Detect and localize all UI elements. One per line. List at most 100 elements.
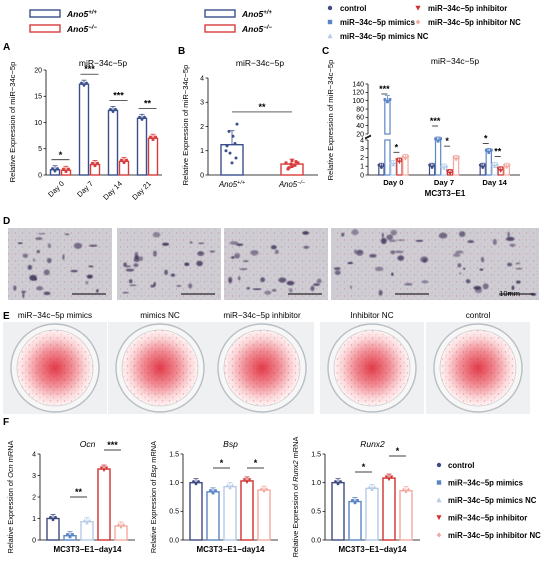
well-label: miR−34c−5p mimics: [18, 311, 92, 320]
data-point: [209, 489, 212, 493]
bar: [147, 137, 159, 176]
legend-label: miR−34c−5p mimics: [448, 479, 524, 488]
y-tick-label: 20: [356, 131, 364, 138]
well-label: miR−34c−5p inhibitor: [223, 311, 301, 320]
x-axis-title: MC3T3−E1: [425, 189, 466, 198]
panel-e-wells: miR−34c−5p mimics mimics NC miR−34c−5p inh…: [3, 311, 530, 414]
data-point: [339, 480, 342, 483]
micrograph-image: [117, 228, 221, 300]
data-point: [490, 162, 495, 166]
y-tick-label: 100: [352, 98, 364, 105]
data-point: [122, 523, 125, 527]
stained-cluster: [303, 245, 310, 249]
y-axis-title: Relative Expression of Runx2 mRNA: [291, 437, 300, 558]
y-tick-label: 4: [360, 137, 364, 144]
data-point: [356, 498, 359, 502]
stained-cluster: [36, 250, 40, 254]
legend-label: miR−34c−5p mimics NC: [340, 32, 429, 41]
data-point: [149, 135, 152, 139]
stained-cluster: [232, 256, 235, 259]
y-tick-label: 1: [200, 148, 204, 155]
y-tick-label: 1.0: [169, 480, 179, 487]
legend-label: miR−34c−5p inhibitor NC: [448, 531, 541, 540]
legend-swatch: [29, 9, 61, 18]
stained-cluster: [351, 229, 359, 236]
data-point: [227, 129, 231, 133]
legend-label: miR−34c−5p inhibitor: [448, 514, 527, 523]
data-point: [406, 154, 410, 159]
data-point: [66, 533, 69, 536]
stained-cluster: [480, 256, 485, 263]
significance-label: *: [445, 136, 449, 146]
data-point: [99, 466, 104, 470]
data-point: [242, 478, 247, 482]
data-point: [495, 162, 500, 166]
data-point: [265, 487, 268, 491]
stained-cluster: [415, 239, 424, 242]
data-point: [214, 489, 217, 493]
data-point: [247, 478, 252, 482]
stained-cluster: [129, 284, 137, 287]
well-inner-edge: [333, 329, 411, 407]
significance-label: *: [362, 462, 366, 472]
stained-cluster: [515, 262, 521, 265]
y-tick-label: 0.5: [169, 509, 179, 516]
data-point: [457, 155, 460, 159]
stained-cluster: [507, 262, 513, 267]
data-point: [138, 115, 141, 119]
charts-layer: miR−34c−5p Relative Expression of miR−34c…: [6, 56, 520, 557]
data-point: [351, 498, 354, 502]
data-point: [64, 170, 68, 173]
data-point: [487, 151, 491, 154]
stained-cluster: [404, 282, 413, 286]
data-point: [439, 164, 444, 168]
y-tick-label: 1: [32, 516, 36, 523]
legend-label: Ano5+/+: [66, 9, 97, 19]
stained-cluster: [333, 267, 341, 271]
stain-texture: [440, 330, 516, 406]
stained-cluster: [152, 231, 161, 238]
legend-marker: [327, 5, 333, 11]
legend-label: control: [448, 461, 474, 470]
x-tick-label: Day 14: [482, 178, 507, 187]
chart-panel-f2: Bsp Relative Expression of Bsp mRNA 0.0 0.5…: [149, 439, 278, 554]
data-point: [284, 161, 288, 165]
stained-cluster: [369, 253, 377, 258]
micrograph-image: [224, 228, 328, 300]
stained-cluster: [511, 285, 515, 291]
stained-cluster: [229, 241, 239, 245]
stained-cluster: [347, 261, 354, 265]
stained-cluster: [457, 263, 462, 268]
stained-cluster: [150, 284, 156, 288]
y-tick-label: 40: [356, 123, 364, 130]
significance-label: **: [75, 487, 83, 497]
stained-cluster: [162, 242, 170, 246]
data-point: [154, 135, 157, 139]
bar: [78, 83, 90, 176]
legend-panel-a: Ano5+/+ Ano5−/−: [29, 9, 97, 34]
data-point: [225, 483, 230, 487]
x-tick-label: Ano5+/+: [218, 180, 245, 189]
legend-label: miR−34c−5p inhibitor: [428, 4, 507, 13]
stained-cluster: [381, 232, 384, 238]
legend-marker: [415, 19, 421, 25]
y-axis-title: Relative Expression of miR−34c−5p: [326, 60, 335, 181]
bar: [399, 489, 413, 541]
chart-panel-f3: Runx2 Relative Expression of Runx2 mRNA 0.…: [291, 437, 420, 558]
data-point: [286, 167, 290, 171]
stained-cluster: [505, 236, 515, 241]
data-point: [293, 163, 297, 167]
stained-cluster: [46, 257, 52, 264]
data-point: [481, 166, 485, 169]
data-point: [68, 535, 72, 539]
data-point: [143, 115, 146, 119]
chart-title: Bsp: [223, 439, 238, 449]
stained-cluster: [22, 292, 25, 299]
data-point: [197, 480, 200, 483]
stained-cluster: [73, 242, 83, 249]
bar: [365, 487, 379, 541]
y-tick-label: 0: [38, 172, 42, 179]
stained-cluster: [316, 278, 322, 284]
data-point: [388, 98, 392, 101]
data-point: [391, 163, 396, 167]
